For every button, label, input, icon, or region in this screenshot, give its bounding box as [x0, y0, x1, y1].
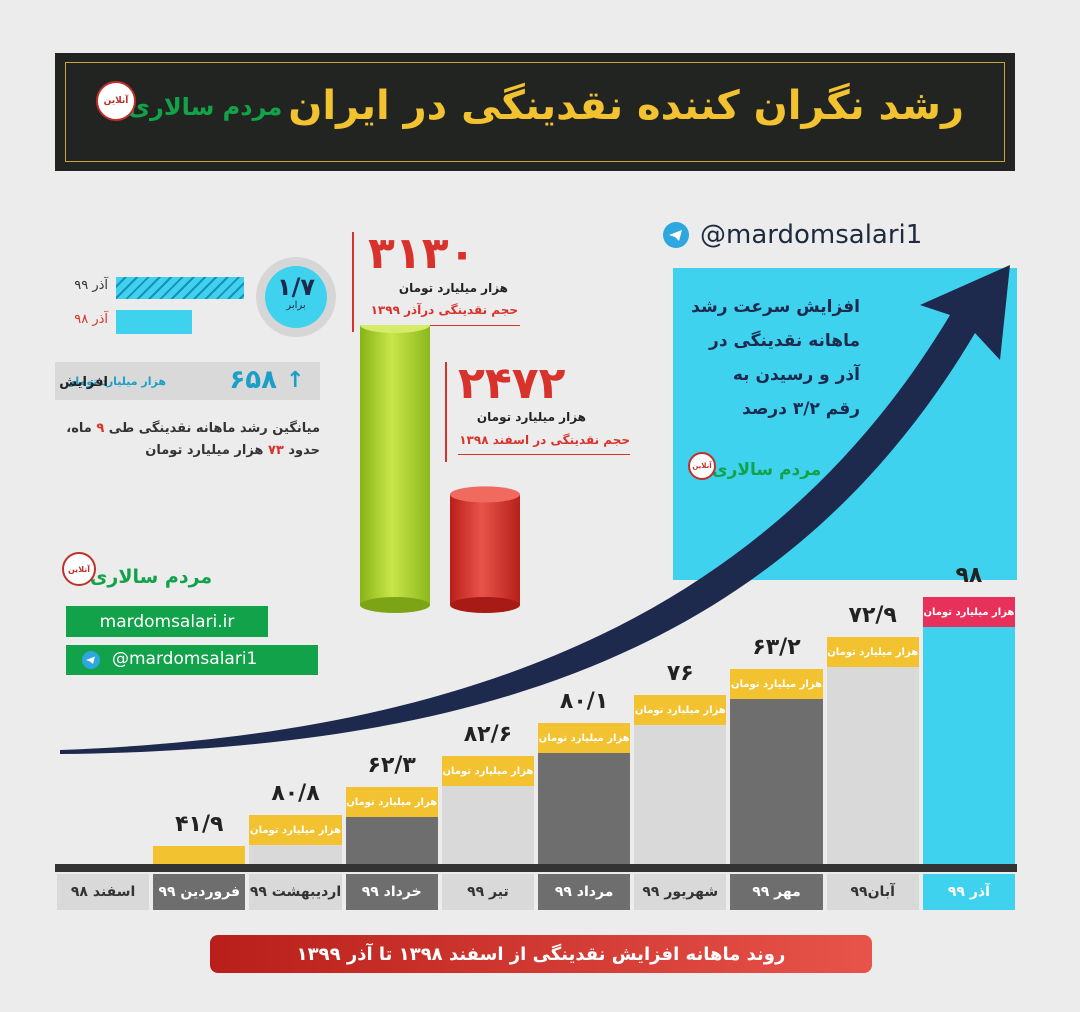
callout-brand-logo: مردم سالاری — [712, 460, 822, 480]
callout-line-3: آذر و رسیدن به — [732, 365, 860, 385]
chart-baseline — [55, 864, 1017, 872]
bar-unit-4: هزار میلیارد تومان — [441, 756, 534, 786]
bar-8 — [826, 637, 919, 864]
ratio-badge-ring: ۱/۷ برابر — [256, 257, 336, 337]
bar-unit-7: هزار میلیارد تومان — [730, 669, 823, 699]
cylinder-2-marker — [445, 362, 447, 462]
callout-line-4: رقم ۳/۲ درصد — [742, 399, 860, 419]
bar-value-7: ۶۳/۲ — [752, 635, 801, 660]
bar-unit-6: هزار میلیارد تومان — [634, 695, 727, 725]
telegram-handle-top[interactable]: @mardomsalari1 — [700, 220, 923, 250]
average-line1-pre: میانگین رشد ماهانه نقدینگی طی — [104, 421, 320, 436]
cylinder-chart — [360, 325, 520, 613]
month-label-2: اردیبهشت ۹۹ — [249, 874, 342, 910]
bar-unit-3: هزار میلیارد تومان — [345, 787, 438, 817]
increase-unit: هزار میلیارد تومان — [66, 375, 166, 388]
links-brand-logo: مردم سالاری — [90, 566, 213, 588]
cylinder-1-caption: حجم نقدینگی درآذر ۱۳۹۹ — [370, 303, 518, 317]
cylinder-2-caption: حجم نقدینگی در اسفند ۱۳۹۸ — [459, 433, 630, 447]
growth-arrow — [60, 265, 1010, 754]
cylinder-1-unit: هزار میلیارد تومان — [398, 281, 508, 295]
cylinder-2-unit: هزار میلیارد تومان — [476, 410, 586, 424]
average-line2-pre: حدود — [283, 443, 320, 458]
bar-7 — [730, 669, 823, 864]
month-label-3: خرداد ۹۹ — [345, 874, 438, 910]
month-label-5: مرداد ۹۹ — [538, 874, 631, 910]
bar-unit-8: هزار میلیارد تومان — [826, 637, 919, 667]
legend-bar-azar98 — [116, 310, 192, 334]
callout-line-1: افزایش سرعت رشد — [691, 297, 860, 317]
ratio-label: برابر — [286, 300, 306, 311]
bar-value-9: ۹۸ — [955, 563, 983, 588]
cylinder-1-azar1399 — [360, 325, 430, 613]
callout-line-2: ماهانه نقدینگی در — [709, 331, 860, 351]
cylinder-2-value: ۲۴۷۲ — [458, 358, 566, 409]
average-value: ۷۳ — [267, 443, 284, 458]
bar-value-3: ۶۲/۳ — [367, 753, 416, 778]
average-months: ۹ — [96, 421, 105, 436]
cylinder-2-esfand1398 — [450, 486, 520, 613]
bar-9 — [922, 597, 1015, 864]
ratio-badge: ۱/۷ برابر — [265, 266, 327, 328]
header-banner: رشد نگران کننده نقدینگی در ایران مردم سا… — [55, 53, 1015, 171]
bar-unit-2: هزار میلیارد تومان — [249, 815, 342, 845]
footer-caption: روند ماهانه افزایش نقدینگی از اسفند ۱۳۹۸… — [210, 935, 872, 973]
month-label-0: اسفند ۹۸ — [57, 874, 150, 910]
website-link[interactable]: mardomsalari.ir — [66, 606, 268, 637]
increase-strip — [55, 362, 320, 400]
bar-value-2: ۸۰/۸ — [271, 781, 320, 806]
increase-label: افزایش — [59, 375, 108, 390]
telegram-link-text: @mardomsalari1 — [112, 649, 258, 669]
average-line2-post: هزار میلیارد تومان — [145, 443, 268, 458]
telegram-icon — [663, 222, 689, 248]
page-title: رشد نگران کننده نقدینگی در ایران — [288, 83, 964, 129]
header-frame: رشد نگران کننده نقدینگی در ایران مردم سا… — [65, 62, 1005, 162]
telegram-link-icon — [82, 651, 100, 669]
cylinder-1-caption-underline — [368, 325, 520, 326]
bar-value-8: ۷۲/۹ — [848, 603, 897, 628]
month-label-6: شهریور ۹۹ — [634, 874, 727, 910]
callout-brand-seal: آنلاین — [688, 452, 716, 480]
legend-label-azar98: آذر ۹۸ — [74, 312, 108, 327]
legend-label-azar99: آذر ۹۹ — [74, 278, 108, 293]
cylinder-1-value: ۳۱۳۰ — [368, 228, 476, 279]
bar-value-6: ۷۶ — [666, 661, 694, 686]
legend-bar-azar99 — [116, 277, 244, 299]
bar-value-4: ۸۲/۶ — [463, 722, 513, 747]
bar-unit-1 — [153, 846, 246, 864]
average-note: میانگین رشد ماهانه نقدینگی طی ۹ ماه، حدو… — [66, 418, 320, 462]
month-label-8: آبان۹۹ — [826, 874, 919, 910]
ratio-value: ۱/۷ — [276, 273, 316, 301]
bar-value-1: ۴۱/۹ — [175, 812, 224, 837]
bar-unit-9: هزار میلیارد تومان — [922, 597, 1015, 627]
cylinder-2-caption-underline — [458, 454, 630, 455]
links-brand-seal: آنلاین — [62, 552, 96, 586]
bar-unit-5: هزار میلیارد تومان — [538, 723, 631, 753]
bar-value-5: ۸۰/۱ — [559, 689, 609, 714]
increase-value: ۶۵۸ — [229, 365, 277, 395]
month-label-4: تیر ۹۹ — [441, 874, 534, 910]
month-label-1: فروردین ۹۹ — [153, 874, 246, 910]
header-brand-seal: آنلاین — [96, 81, 136, 121]
average-line1-post: ماه، — [66, 421, 97, 436]
callout-text: افزایش سرعت رشد ماهانه نقدینگی در آذر و … — [691, 290, 860, 426]
month-label-7: مهر ۹۹ — [730, 874, 823, 910]
telegram-link[interactable]: @mardomsalari1 — [66, 645, 318, 675]
cylinder-1-marker — [352, 232, 354, 332]
month-label-9: آذر ۹۹ — [922, 874, 1015, 910]
arrow-up-icon: ↑ — [286, 368, 305, 393]
header-brand-logo: مردم سالاری — [128, 93, 283, 121]
